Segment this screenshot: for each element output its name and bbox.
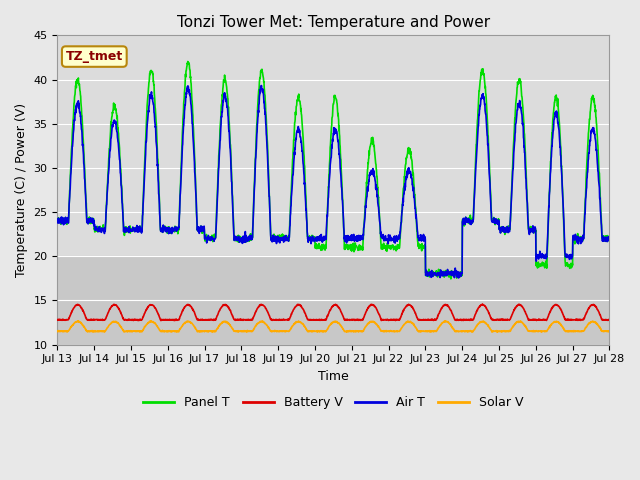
Text: TZ_tmet: TZ_tmet (66, 50, 123, 63)
Legend: Panel T, Battery V, Air T, Solar V: Panel T, Battery V, Air T, Solar V (138, 391, 529, 414)
Y-axis label: Temperature (C) / Power (V): Temperature (C) / Power (V) (15, 103, 28, 277)
Title: Tonzi Tower Met: Temperature and Power: Tonzi Tower Met: Temperature and Power (177, 15, 490, 30)
Bar (58, 256, 609, 345)
X-axis label: Time: Time (318, 370, 349, 383)
